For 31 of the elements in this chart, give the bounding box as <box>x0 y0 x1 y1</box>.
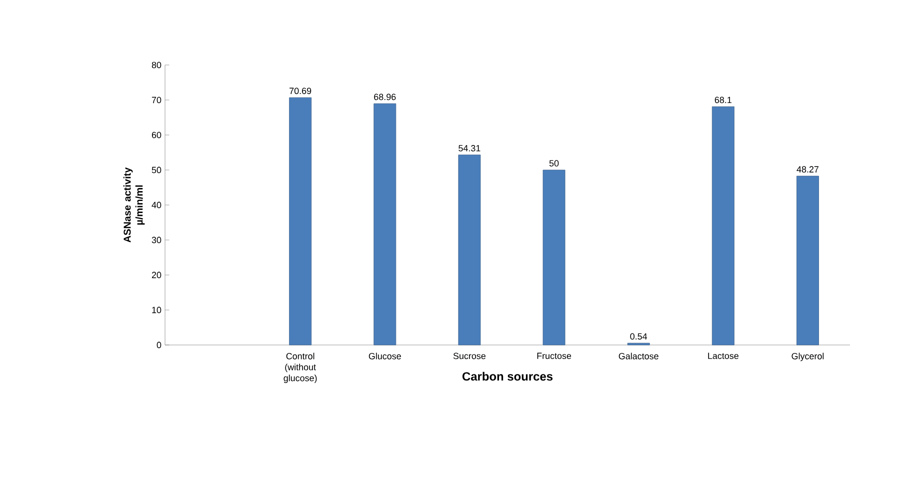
x-tick-label: Fructose <box>537 352 572 360</box>
y-axis-title: ASNase activity µ/min/ml <box>123 167 145 242</box>
data-label: 70.69 <box>290 88 312 94</box>
bar <box>712 106 734 346</box>
y-tick-label: 0 <box>156 342 162 348</box>
data-label: 50 <box>549 160 559 166</box>
x-tick-label: Glycerol <box>792 352 824 362</box>
y-tick-label: 10 <box>152 306 162 314</box>
y-tick-label: 60 <box>152 132 162 138</box>
x-tick-label: Glucose <box>368 352 401 360</box>
x-tick-label: Sucrose <box>453 352 486 360</box>
y-tick-label: 50 <box>152 166 162 174</box>
bar <box>796 176 819 346</box>
x-axis-title: Carbon sources <box>462 372 553 381</box>
data-label: 68.96 <box>374 94 396 100</box>
x-tick-label: Lactose <box>708 352 738 360</box>
data-label: 0.54 <box>630 333 648 340</box>
y-tick-label: 70 <box>152 96 162 104</box>
y-tick-label: 30 <box>152 236 162 244</box>
y-tick-label: 40 <box>152 202 162 208</box>
data-label: 68.1 <box>714 96 732 104</box>
x-tick-label: Control (without glucose) <box>284 352 317 384</box>
bar <box>289 97 312 346</box>
data-label: 48.27 <box>796 166 818 173</box>
y-tick-label: 20 <box>152 272 162 278</box>
y-tick-label: 80 <box>152 62 162 68</box>
x-tick-label: Galactose <box>618 352 658 360</box>
bar <box>458 154 481 346</box>
bar <box>374 103 396 346</box>
data-label: 54.31 <box>458 145 480 152</box>
bar <box>542 170 566 346</box>
